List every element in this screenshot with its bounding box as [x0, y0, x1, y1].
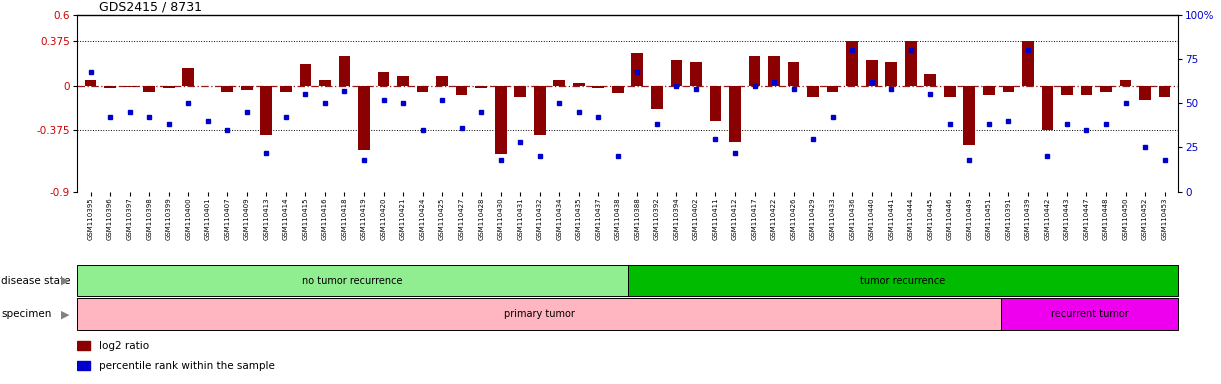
Bar	[628, 265, 1178, 296]
Bar	[944, 86, 956, 98]
Text: no tumor recurrence: no tumor recurrence	[302, 275, 403, 286]
Bar	[768, 56, 780, 86]
Bar	[651, 86, 663, 109]
Bar	[1159, 86, 1171, 98]
Bar	[573, 83, 585, 86]
Bar	[377, 71, 389, 86]
Bar	[143, 86, 155, 91]
Bar	[397, 76, 409, 86]
Bar	[84, 80, 96, 86]
Text: ▶: ▶	[61, 275, 70, 286]
Bar	[77, 298, 1001, 330]
Bar	[670, 60, 683, 86]
Bar	[77, 361, 90, 370]
Bar	[690, 62, 702, 86]
Text: ▶: ▶	[61, 309, 70, 319]
Bar	[182, 68, 194, 86]
Bar	[827, 86, 839, 91]
Text: specimen: specimen	[1, 309, 51, 319]
Bar	[1042, 86, 1054, 131]
Text: recurrent tumor: recurrent tumor	[1051, 309, 1128, 319]
Bar	[495, 86, 507, 154]
Bar	[104, 86, 116, 88]
Text: percentile rank within the sample: percentile rank within the sample	[99, 361, 275, 371]
Bar	[1139, 86, 1151, 100]
Bar	[866, 60, 878, 86]
Bar	[885, 62, 897, 86]
Bar	[260, 86, 272, 135]
Bar	[338, 56, 350, 86]
Bar	[1001, 298, 1178, 330]
Bar	[241, 86, 253, 90]
Bar	[77, 341, 90, 350]
Bar	[280, 86, 292, 91]
Bar	[77, 265, 628, 296]
Bar	[455, 86, 468, 95]
Bar	[846, 41, 858, 86]
Bar	[358, 86, 370, 151]
Bar	[1061, 86, 1073, 95]
Bar	[807, 86, 819, 98]
Bar	[514, 86, 526, 98]
Bar	[1100, 86, 1112, 91]
Text: disease state: disease state	[1, 275, 71, 286]
Bar	[729, 86, 741, 142]
Bar	[924, 74, 937, 86]
Bar	[1120, 80, 1132, 86]
Bar	[299, 65, 311, 86]
Bar	[123, 86, 136, 87]
Bar	[1022, 41, 1034, 86]
Bar	[319, 80, 331, 86]
Text: primary tumor: primary tumor	[503, 309, 575, 319]
Bar	[534, 86, 546, 135]
Bar	[221, 86, 233, 91]
Bar	[631, 53, 643, 86]
Text: log2 ratio: log2 ratio	[99, 341, 149, 351]
Bar	[416, 86, 429, 91]
Bar	[709, 86, 722, 121]
Bar	[1081, 86, 1093, 95]
Bar	[1002, 86, 1015, 91]
Bar	[612, 86, 624, 93]
Bar	[436, 76, 448, 86]
Bar	[475, 86, 487, 88]
Text: GDS2415 / 8731: GDS2415 / 8731	[99, 1, 201, 14]
Bar	[748, 56, 761, 86]
Text: tumor recurrence: tumor recurrence	[861, 275, 945, 286]
Bar	[963, 86, 976, 144]
Bar	[983, 86, 995, 95]
Bar	[788, 62, 800, 86]
Bar	[905, 41, 917, 86]
Bar	[553, 80, 565, 86]
Bar	[162, 86, 175, 88]
Bar	[592, 86, 604, 88]
